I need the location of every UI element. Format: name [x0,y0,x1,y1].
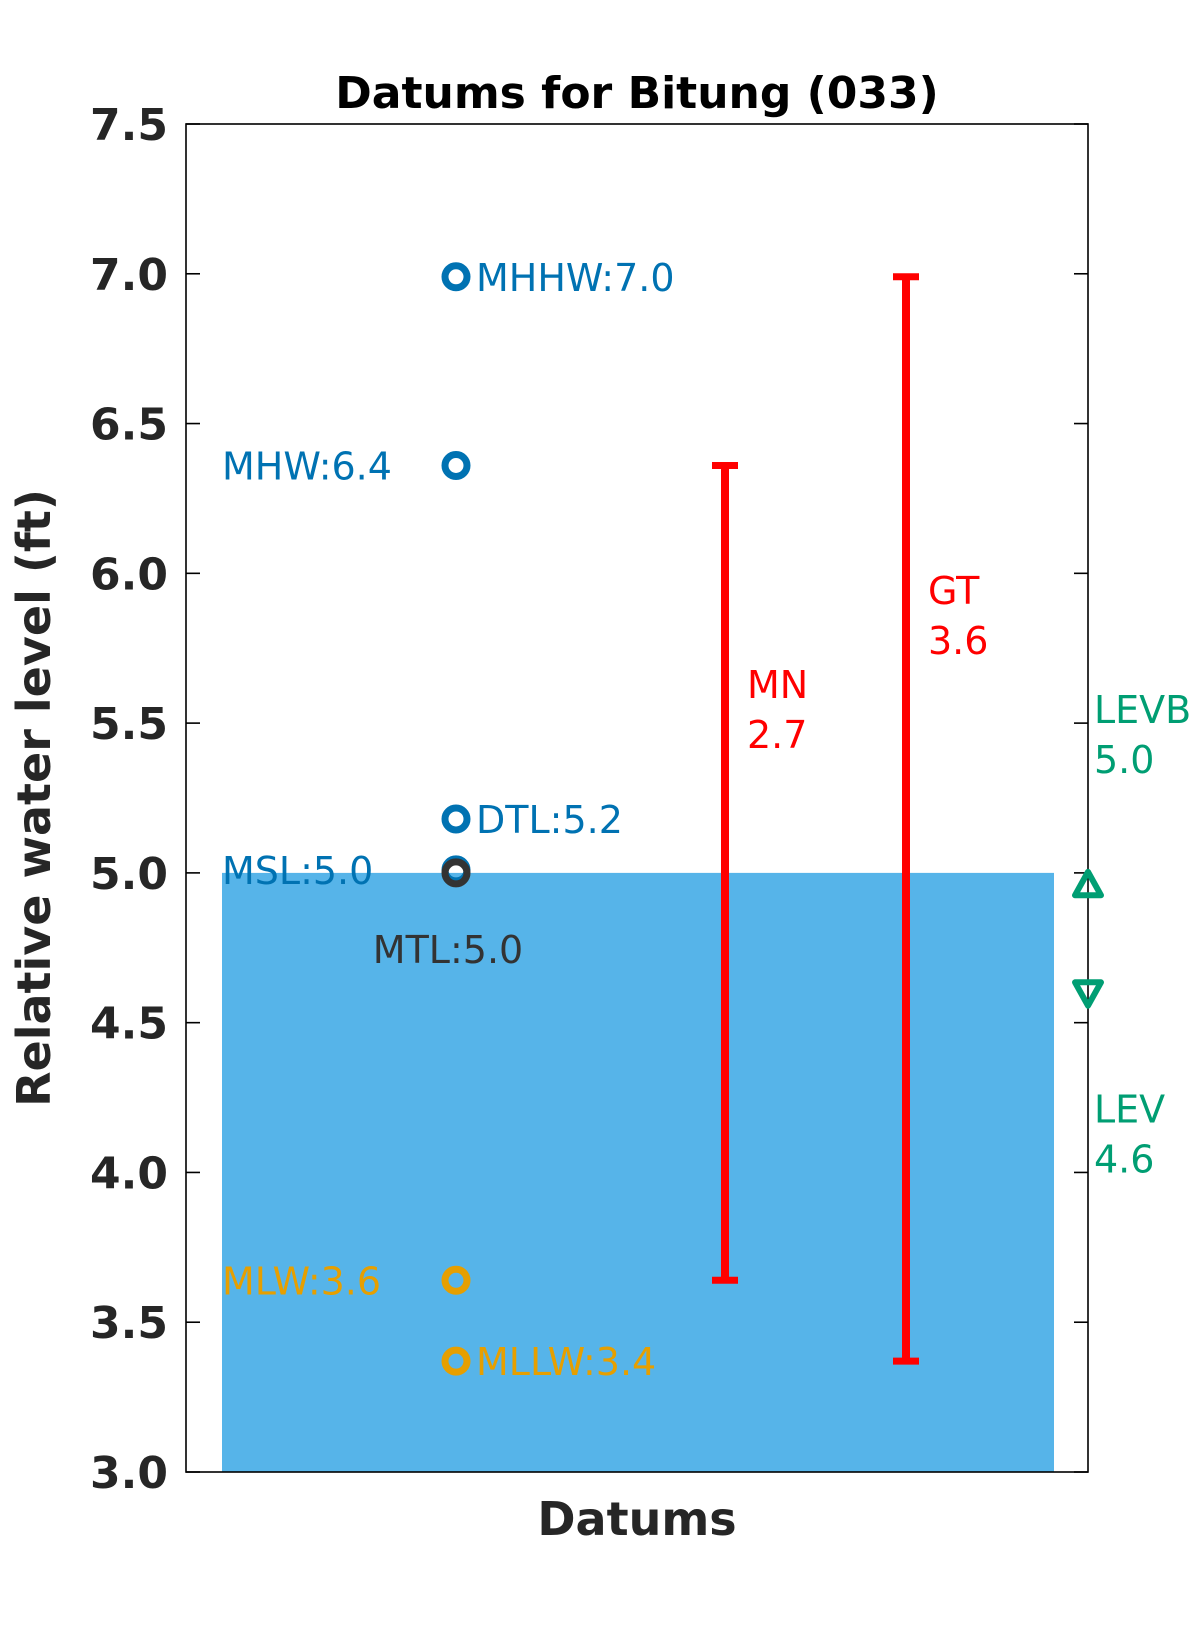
y-tick-label: 7.0 [90,250,168,301]
x-axis-label: Datums [537,1492,736,1546]
datum-label: MTL:5.0 [373,928,523,972]
y-tick-label: 5.5 [90,699,168,750]
water-fill [222,872,1054,1472]
y-tick-label: 6.5 [90,400,168,451]
plot-frame [185,123,1089,1473]
datum-label: MSL:5.0 [222,849,373,893]
datum-label: MLLW:3.4 [476,1340,656,1384]
y-tick-label: 3.0 [90,1448,168,1499]
datum-marker [441,1265,471,1295]
extreme-marker [1072,979,1104,1009]
datum-label: MHHW:7.0 [476,256,675,300]
datum-marker [441,450,471,480]
extreme-marker [1072,868,1104,899]
y-tick-label: 7.5 [90,100,168,151]
datum-label: MLW:3.6 [222,1259,381,1303]
datum-marker [441,1346,471,1376]
chart-title: Datums for Bitung (033) [335,68,939,119]
y-axis-label: Relative water level (ft) [7,489,61,1107]
extreme-value-label: 5.0 [1094,738,1154,782]
datum-marker [441,804,471,834]
range-name-label: GT [928,569,980,613]
datum-marker [441,858,471,888]
y-tick-label: 5.0 [90,849,168,900]
y-tick-label: 6.0 [90,549,168,600]
range-value-label: 3.6 [928,619,988,663]
datum-label: MHW:6.4 [222,444,392,488]
y-tick-label: 4.0 [90,1148,168,1199]
range-value-label: 2.7 [747,713,807,757]
y-tick-label: 3.5 [90,1298,168,1349]
datum-label: DTL:5.2 [476,798,623,842]
y-tick-label: 4.5 [90,999,168,1050]
extreme-value-label: 4.6 [1094,1138,1154,1182]
extreme-name-label: LEVB [1094,688,1191,732]
extreme-name-label: LEV [1094,1088,1165,1132]
datum-marker [441,262,471,292]
range-name-label: MN [747,663,808,707]
